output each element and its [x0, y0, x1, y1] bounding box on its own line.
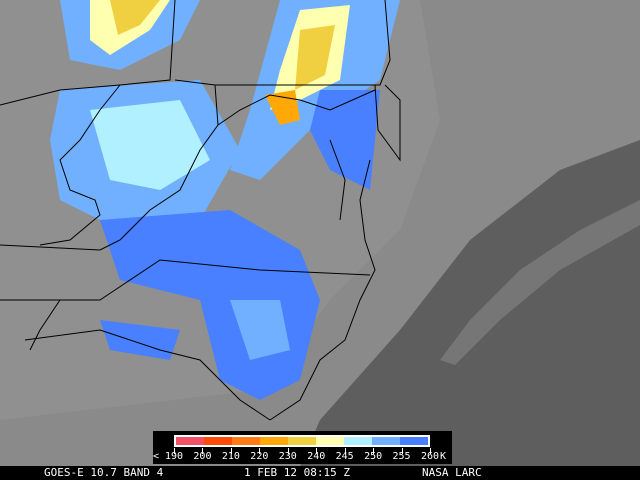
- legend-tick: [401, 448, 403, 454]
- satellite-band-label: GOES-E 10.7 BAND 4: [44, 466, 164, 479]
- legend-swatch-190-200: [176, 437, 204, 445]
- legend-tick: [230, 448, 232, 454]
- legend-swatch-240-245: [316, 437, 344, 445]
- temperature-legend: K < 190 200 210 220 230 240 245 250 255 260: [153, 431, 452, 464]
- legend-tick: [430, 448, 431, 454]
- credit-label: NASA LARC: [422, 466, 482, 479]
- legend-tick-label: 250: [364, 451, 383, 462]
- legend-tick-label: 245: [335, 451, 354, 462]
- cloud-streak: [440, 200, 640, 365]
- legend-swatch-255-260: [400, 437, 428, 445]
- legend-tick-label: 240: [307, 451, 326, 462]
- legend-tick-label: 230: [278, 451, 297, 462]
- ocean-area: [300, 140, 640, 466]
- legend-swatch-200-210: [204, 437, 232, 445]
- legend-tick: [287, 448, 289, 454]
- legend-tick-label: 200: [193, 451, 212, 462]
- legend-swatch-245-250: [344, 437, 372, 445]
- legend-tick-label: 260: [420, 451, 440, 462]
- legend-tick-label: 210: [221, 451, 240, 462]
- legend-swatch-210-220: [232, 437, 260, 445]
- image-caption: GOES-E 10.7 BAND 4 1 FEB 12 08:15 Z NASA…: [0, 466, 640, 480]
- legend-tick-label: 255: [392, 451, 411, 462]
- state-borders: [0, 0, 401, 421]
- legend-tick: [344, 448, 346, 454]
- legend-swatch-230-240: [288, 437, 316, 445]
- legend-swatch-220-230: [260, 437, 288, 445]
- legend-tick-label: 220: [250, 451, 269, 462]
- legend-color-bar: [174, 435, 430, 447]
- timestamp-label: 1 FEB 12 08:15 Z: [244, 466, 350, 479]
- legend-tick: [174, 448, 175, 454]
- legend-unit: K: [440, 451, 447, 462]
- legend-swatch-250-255: [372, 437, 400, 445]
- legend-tick: [373, 448, 375, 454]
- legend-tick-label: < 190: [152, 451, 184, 462]
- legend-tick: [202, 448, 204, 454]
- legend-tick: [259, 448, 261, 454]
- legend-tick: [316, 448, 318, 454]
